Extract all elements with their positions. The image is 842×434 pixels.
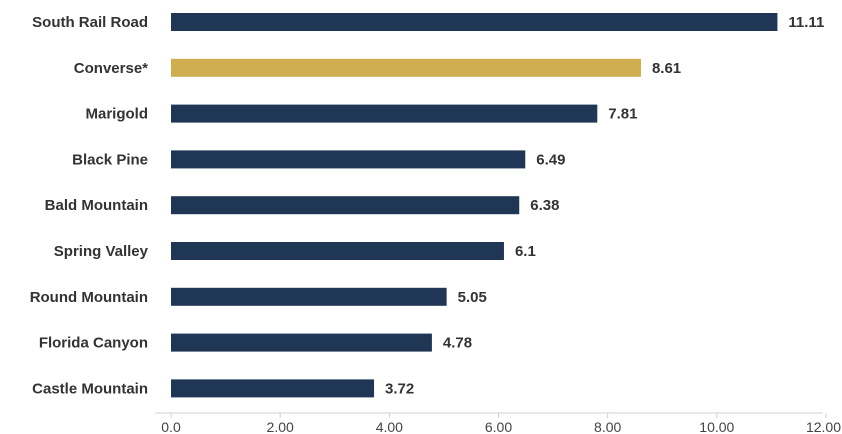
value-label: 3.72	[385, 380, 414, 397]
value-label: 7.81	[608, 106, 637, 123]
value-label: 11.11	[788, 14, 824, 31]
bar	[171, 104, 598, 123]
value-label: 8.61	[652, 60, 681, 77]
category-label: Castle Mountain	[32, 380, 148, 397]
bar	[171, 242, 504, 260]
category-label: Round Mountain	[30, 289, 148, 306]
bar	[171, 58, 641, 77]
bar	[171, 196, 520, 215]
value-label: 6.49	[536, 151, 565, 168]
bar	[171, 379, 375, 398]
value-label: 6.1	[515, 243, 536, 260]
x-tick-label: 6.00	[485, 419, 512, 434]
bar	[171, 13, 778, 31]
x-tick-label: 0.0	[161, 419, 181, 434]
x-axis-ticks: 0.0 2.00 4.00 6.00 8.00 10.00 12.00	[161, 413, 841, 434]
bar	[171, 287, 447, 306]
category-label: Bald Mountain	[45, 197, 148, 214]
bars-group	[171, 13, 778, 398]
category-label: Marigold	[86, 106, 149, 123]
bar	[171, 333, 432, 352]
x-tick-label: 12.00	[806, 419, 841, 434]
value-label: 6.38	[530, 197, 559, 214]
x-tick-label: 10.00	[699, 419, 734, 434]
x-tick-label: 4.00	[376, 419, 403, 434]
x-tick-label: 2.00	[267, 419, 294, 434]
category-labels: South Rail Road Converse* Marigold Black Pi…	[30, 14, 149, 397]
value-label: 4.78	[443, 335, 472, 352]
value-labels: 11.11 8.61 7.81 6.49 6.38 6.1 5.05 4.78 3.72	[385, 14, 824, 397]
bar	[171, 150, 526, 169]
category-label: Converse*	[74, 60, 148, 77]
category-label: Spring Valley	[54, 243, 149, 260]
x-tick-label: 8.00	[594, 419, 621, 434]
category-label: Black Pine	[72, 151, 148, 168]
category-label: Florida Canyon	[39, 335, 148, 352]
category-label: South Rail Road	[32, 14, 148, 31]
value-label: 5.05	[458, 289, 487, 306]
